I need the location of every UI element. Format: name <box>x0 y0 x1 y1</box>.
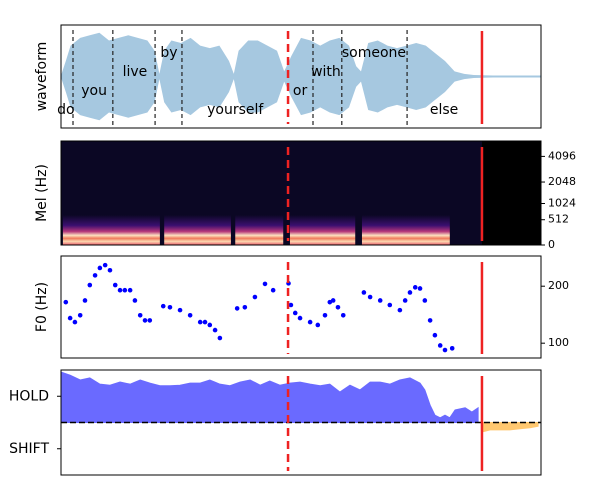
word-label: else <box>430 102 458 118</box>
f0-point <box>307 319 313 325</box>
f0-point <box>187 312 193 318</box>
f0-point <box>330 298 336 303</box>
y-tick-label: SHIFT <box>9 441 49 457</box>
word-label: or <box>293 83 308 99</box>
f0-point <box>437 343 443 348</box>
f0-point <box>377 298 383 303</box>
y-tick-label: HOLD <box>9 388 49 404</box>
y-tick-label: 2048 <box>548 175 576 188</box>
y-tick-label: 512 <box>548 213 569 226</box>
f0-point <box>407 290 413 295</box>
f0-point <box>262 281 268 287</box>
f0-point <box>335 304 341 310</box>
speech-segment <box>235 215 284 245</box>
axes-frame <box>60 140 542 246</box>
f0-point <box>102 262 108 268</box>
waveform-envelope <box>61 32 541 121</box>
f0-point <box>442 347 448 353</box>
axes-frame <box>60 255 542 359</box>
f0-point <box>167 304 173 310</box>
f0-point <box>361 290 367 295</box>
f0-point <box>137 312 143 318</box>
f0-point <box>92 273 98 278</box>
word-label: with <box>311 64 341 80</box>
word-label: yourself <box>207 102 264 118</box>
f0-point <box>242 304 248 310</box>
word-label: you <box>81 83 107 99</box>
f0-point <box>322 312 328 318</box>
f0-point <box>367 294 373 300</box>
probability-area <box>481 422 539 433</box>
f0-point <box>417 286 423 291</box>
f0-point <box>432 332 438 338</box>
probability-area <box>60 371 479 423</box>
f0-point <box>97 265 103 271</box>
f0-point <box>87 282 93 288</box>
f0-point <box>107 267 113 273</box>
f0-point <box>122 287 128 293</box>
f0-point <box>160 303 166 309</box>
f0-point <box>177 307 183 313</box>
f0-point <box>132 298 138 303</box>
f0-point <box>112 282 118 288</box>
f0-point <box>202 319 208 325</box>
speech-segment <box>164 215 231 245</box>
y-axis-label: F0 (Hz) <box>34 282 50 332</box>
f0-point <box>67 315 73 321</box>
f0-point <box>422 298 428 303</box>
y-tick-label: 4096 <box>548 149 576 162</box>
y-axis-label: waveform <box>34 42 50 112</box>
word-label: do <box>57 102 74 118</box>
word-label: someone <box>342 45 406 61</box>
f0-point <box>234 306 240 311</box>
f0-point <box>387 302 393 308</box>
y-tick-label: 100 <box>548 336 569 349</box>
f0-point <box>212 327 218 333</box>
f0-point <box>340 312 346 318</box>
axes-frame <box>60 24 542 129</box>
f0-point <box>142 318 148 323</box>
word-label: live <box>123 64 148 80</box>
f0-point <box>117 287 123 293</box>
f0-point <box>72 319 78 325</box>
f0-point <box>297 315 303 321</box>
f0-point <box>449 346 455 351</box>
axes-frame <box>60 369 542 476</box>
y-tick-label: 200 <box>548 279 569 292</box>
f0-point <box>402 298 408 303</box>
f0-point <box>217 335 223 341</box>
y-tick-label: 0 <box>548 238 555 251</box>
f0-point <box>207 322 213 328</box>
f0-point <box>252 294 258 300</box>
f0-point <box>77 312 83 318</box>
f0-point <box>82 298 88 303</box>
y-tick-label: 1024 <box>548 197 576 210</box>
f0-point <box>127 287 133 293</box>
speech-segment <box>289 215 356 245</box>
f0-point <box>63 299 69 305</box>
f0-point <box>292 310 298 316</box>
f0-point <box>315 322 321 328</box>
spectrogram-tail <box>481 141 541 245</box>
f0-point <box>197 319 203 325</box>
y-axis-label: Mel (Hz) <box>34 164 50 222</box>
f0-point <box>147 318 153 323</box>
f0-point <box>412 285 418 290</box>
f0-point <box>397 307 403 313</box>
speech-segment <box>361 215 450 245</box>
word-label: by <box>160 45 177 61</box>
f0-point <box>288 302 294 308</box>
f0-point <box>270 287 276 293</box>
f0-point <box>427 318 433 323</box>
speech-segment <box>62 215 160 245</box>
